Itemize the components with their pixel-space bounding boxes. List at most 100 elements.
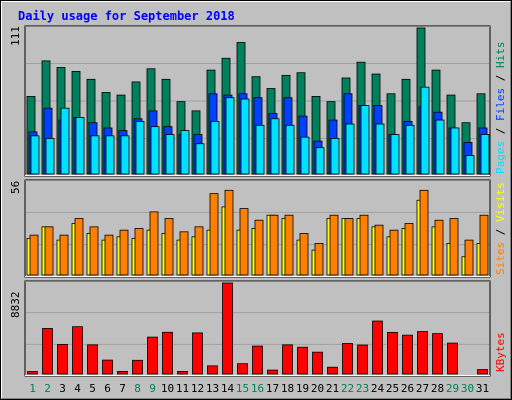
- x-tick-label: 10: [161, 382, 174, 395]
- x-tick-label: 16: [251, 382, 264, 395]
- x-tick-label: 30: [461, 382, 474, 395]
- pages-bar: [480, 134, 490, 175]
- panel-1-ymax-label: 56: [9, 181, 22, 194]
- x-tick-label: 7: [119, 382, 126, 395]
- kbytes-bar: [252, 345, 263, 375]
- x-tick-label: 23: [356, 382, 369, 395]
- x-tick-label: 28: [431, 382, 444, 395]
- kbytes-bar: [357, 344, 368, 375]
- pages-bar: [345, 123, 355, 175]
- pages-bar: [45, 138, 55, 175]
- kbytes-bar: [147, 336, 158, 375]
- sites-bar: [59, 234, 69, 276]
- sites-bar: [434, 219, 444, 276]
- kbytes-bar: [237, 363, 248, 375]
- x-tick-label: 9: [149, 382, 156, 395]
- kbytes-bar: [297, 346, 308, 375]
- pages-bar: [120, 135, 130, 175]
- x-tick-label: 14: [221, 382, 235, 395]
- x-tick-label: 19: [296, 382, 309, 395]
- x-tick-label: 29: [446, 382, 459, 395]
- kbytes-bar: [267, 369, 278, 375]
- sites-bar: [134, 228, 144, 276]
- x-tick-label: 21: [326, 382, 339, 395]
- legend-separator: /: [494, 222, 507, 242]
- kbytes-panel: [24, 280, 491, 377]
- sites-bar: [404, 223, 414, 276]
- kbytes-bar: [132, 359, 143, 375]
- pages-bar: [450, 127, 460, 175]
- sites-bar: [209, 193, 219, 276]
- x-tick-label: 22: [341, 382, 354, 395]
- pages-bar: [210, 120, 220, 175]
- kbytes-bar: [327, 366, 338, 375]
- pages-bar: [330, 138, 340, 175]
- x-tick-label: 15: [236, 382, 249, 395]
- kbytes-bar: [312, 351, 323, 375]
- legend-pages: Pages: [494, 141, 507, 174]
- x-tick-label: 12: [191, 382, 204, 395]
- pages-bar: [240, 98, 250, 175]
- pages-bar: [225, 97, 235, 175]
- kbytes-bar: [42, 328, 53, 375]
- sites-bar: [359, 214, 369, 276]
- pages-bar: [150, 126, 160, 175]
- pages-bar: [360, 105, 370, 175]
- x-tick-label: 24: [371, 382, 385, 395]
- hits-files-pages-panel: [24, 25, 491, 177]
- sites-bar: [389, 229, 399, 276]
- sites-bar: [194, 226, 204, 276]
- legend-separator: /: [494, 121, 507, 141]
- kbytes-bar: [417, 331, 428, 375]
- x-tick-label: 26: [401, 382, 414, 395]
- pages-bar: [180, 130, 190, 175]
- pages-bar: [300, 136, 310, 175]
- kbytes-bar: [282, 344, 293, 375]
- kbytes-bar: [162, 331, 173, 375]
- kbytes-bar: [402, 334, 413, 375]
- pages-bar: [435, 119, 445, 175]
- pages-bar: [390, 134, 400, 175]
- sites-bar: [149, 211, 159, 276]
- x-tick-label: 2: [44, 382, 51, 395]
- x-tick-label: 18: [281, 382, 294, 395]
- sites-visits-panel: [24, 179, 491, 278]
- x-tick-label: 27: [416, 382, 429, 395]
- sites-bar: [344, 218, 354, 276]
- sites-bar: [449, 218, 459, 276]
- pages-bar: [75, 117, 85, 175]
- legend-hits: Hits: [494, 42, 507, 69]
- pages-bar: [105, 135, 115, 175]
- pages-bar: [135, 120, 145, 175]
- kbytes-bar: [432, 333, 443, 375]
- panel-1-legend: Sites / Visits: [494, 182, 507, 275]
- legend-kbytes: KBytes: [494, 332, 507, 372]
- sites-bar: [419, 189, 429, 276]
- legend-visits: Visits: [494, 182, 507, 222]
- panel-0-legend: Pages / Files / Hits: [494, 42, 507, 175]
- x-tick-label: 8: [134, 382, 141, 395]
- kbytes-bar: [87, 344, 98, 375]
- kbytes-bar: [447, 342, 458, 375]
- legend-separator: /: [494, 68, 507, 88]
- x-tick-label: 4: [74, 382, 81, 395]
- kbytes-bar: [207, 365, 218, 375]
- x-tick-label: 6: [104, 382, 111, 395]
- kbytes-bar: [342, 343, 353, 375]
- pages-bar: [30, 135, 40, 175]
- pages-bar: [270, 118, 280, 175]
- sites-bar: [239, 208, 249, 276]
- sites-bar: [314, 243, 324, 276]
- sites-bar: [224, 189, 234, 276]
- panel-0-ymax-label: 111: [9, 26, 22, 46]
- x-tick-label: 13: [206, 382, 219, 395]
- pages-bar: [90, 135, 100, 175]
- sites-bar: [479, 214, 489, 276]
- pages-bar: [285, 124, 295, 175]
- panel-2-legend: KBytes: [494, 332, 507, 372]
- kbytes-bar: [387, 331, 398, 375]
- sites-bar: [464, 239, 474, 276]
- x-tick-label: 11: [176, 382, 189, 395]
- pages-bar: [60, 107, 70, 175]
